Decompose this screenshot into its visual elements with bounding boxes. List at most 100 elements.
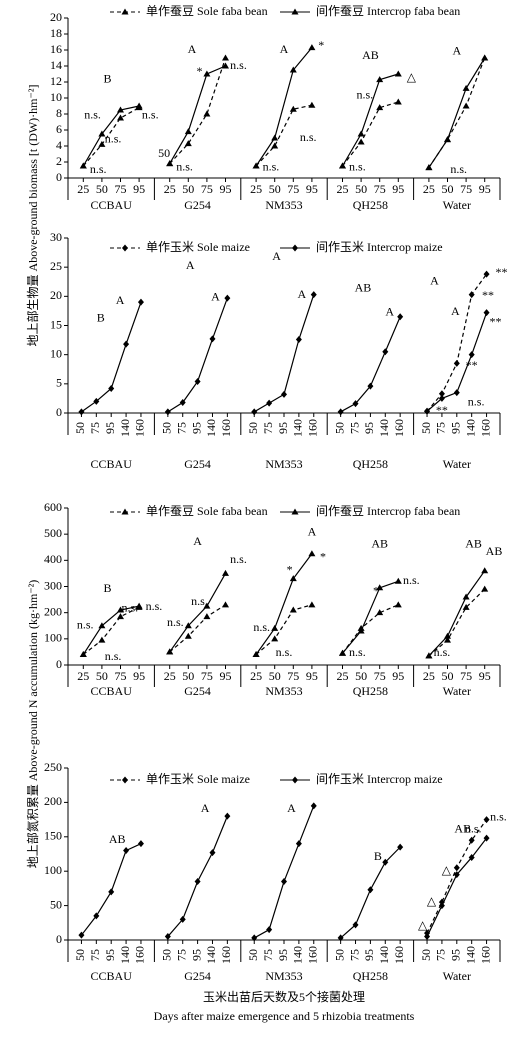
y-tick-label: 300	[44, 578, 62, 592]
data-point	[222, 569, 229, 576]
data-point	[438, 390, 445, 398]
series-line	[167, 297, 228, 413]
x-tick-label: 25	[77, 182, 89, 196]
y-tick-label: 8	[56, 106, 62, 120]
annotation: n.s.	[167, 615, 184, 629]
data-point	[79, 651, 87, 658]
data-point	[357, 627, 365, 634]
series-line	[253, 805, 315, 939]
y-tick-label: 6	[56, 122, 62, 136]
x-tick-label: 75	[374, 182, 386, 196]
x-tick-label: 75	[261, 949, 275, 961]
x-tick-label: 95	[306, 669, 318, 683]
annotation: n.s.	[263, 159, 280, 173]
data-point	[281, 878, 287, 886]
annotation: A	[188, 42, 197, 56]
y-tick-label: 2	[56, 154, 62, 168]
data-point	[352, 921, 359, 929]
data-point	[123, 847, 130, 855]
x-tick-label: 50	[160, 949, 174, 961]
data-point	[108, 888, 115, 896]
annotation: A	[430, 274, 439, 288]
series-line	[82, 606, 140, 656]
data-point	[308, 44, 316, 51]
group-label: G254	[184, 198, 211, 212]
data-point	[337, 408, 344, 416]
x-tick-label: 140	[204, 946, 218, 964]
series-line	[342, 101, 399, 167]
data-point	[453, 864, 460, 872]
data-point	[166, 648, 174, 655]
data-point	[252, 162, 260, 169]
series-line	[169, 65, 226, 164]
x-tick-label: 95	[133, 182, 145, 196]
group-label: QH258	[353, 969, 388, 983]
y-tick-label: 0	[56, 657, 62, 671]
y-tick-label: 100	[44, 631, 62, 645]
legend-label: 单作玉米 Sole maize	[146, 772, 250, 786]
legend-label: 单作玉米 Sole maize	[146, 240, 250, 254]
x-tick-label: 50	[160, 422, 174, 434]
data-point	[397, 843, 404, 851]
annotation: n.s.	[77, 618, 94, 632]
x-tick-label: 50	[269, 182, 281, 196]
x-tick-label: 50	[73, 422, 87, 434]
data-point	[453, 389, 460, 397]
x-tick-label: 75	[460, 669, 472, 683]
x-tick-label: 25	[423, 182, 435, 196]
data-point	[164, 408, 171, 416]
data-point	[367, 382, 374, 390]
data-point	[357, 130, 365, 137]
series-line	[167, 815, 228, 937]
series-line	[428, 57, 486, 168]
annotation: AB	[371, 536, 388, 550]
x-tick-label: 75	[374, 669, 386, 683]
x-tick-label: 50	[269, 669, 281, 683]
annotation: AB	[465, 536, 482, 550]
data-point	[468, 291, 475, 299]
data-point	[281, 390, 287, 398]
annotation: n.s.	[142, 107, 159, 121]
data-point	[194, 878, 201, 886]
series-line	[342, 604, 399, 654]
y-tick-label: 0	[56, 932, 62, 946]
series-line	[82, 605, 140, 655]
series-line	[81, 301, 142, 413]
x-tick-label: 50	[419, 422, 433, 434]
data-point	[117, 106, 124, 113]
x-tick-label: 75	[115, 669, 127, 683]
x-tick-label: 95	[276, 949, 290, 961]
annotation: n.s.	[276, 645, 293, 659]
data-point	[337, 934, 344, 942]
data-point	[289, 575, 297, 582]
data-point	[184, 128, 192, 135]
x-tick-label: 75	[287, 669, 299, 683]
x-tick-label: 50	[182, 669, 194, 683]
annotation: △	[427, 894, 437, 908]
series-line	[82, 105, 140, 167]
annotation: *	[320, 549, 326, 563]
data-point	[137, 840, 144, 848]
annotation: A	[452, 43, 461, 57]
x-tick-label: 75	[88, 949, 102, 961]
annotation: n.s.	[465, 822, 482, 836]
data-point	[308, 601, 316, 608]
data-point	[93, 912, 100, 920]
data-point	[468, 351, 475, 359]
x-tick-label: 160	[392, 419, 406, 437]
data-point	[462, 84, 470, 91]
annotation: n.s.	[90, 162, 107, 176]
data-point	[164, 933, 171, 941]
x-tick-label: 95	[189, 949, 203, 961]
data-point	[179, 399, 186, 406]
annotation: A	[280, 42, 289, 56]
annotation: A	[451, 304, 460, 318]
data-point	[117, 606, 124, 613]
annotation: 50	[158, 146, 170, 160]
data-point	[367, 886, 374, 894]
annotation: AB	[362, 48, 379, 62]
data-point	[468, 836, 475, 844]
series-line	[340, 316, 401, 413]
data-point	[184, 622, 192, 629]
